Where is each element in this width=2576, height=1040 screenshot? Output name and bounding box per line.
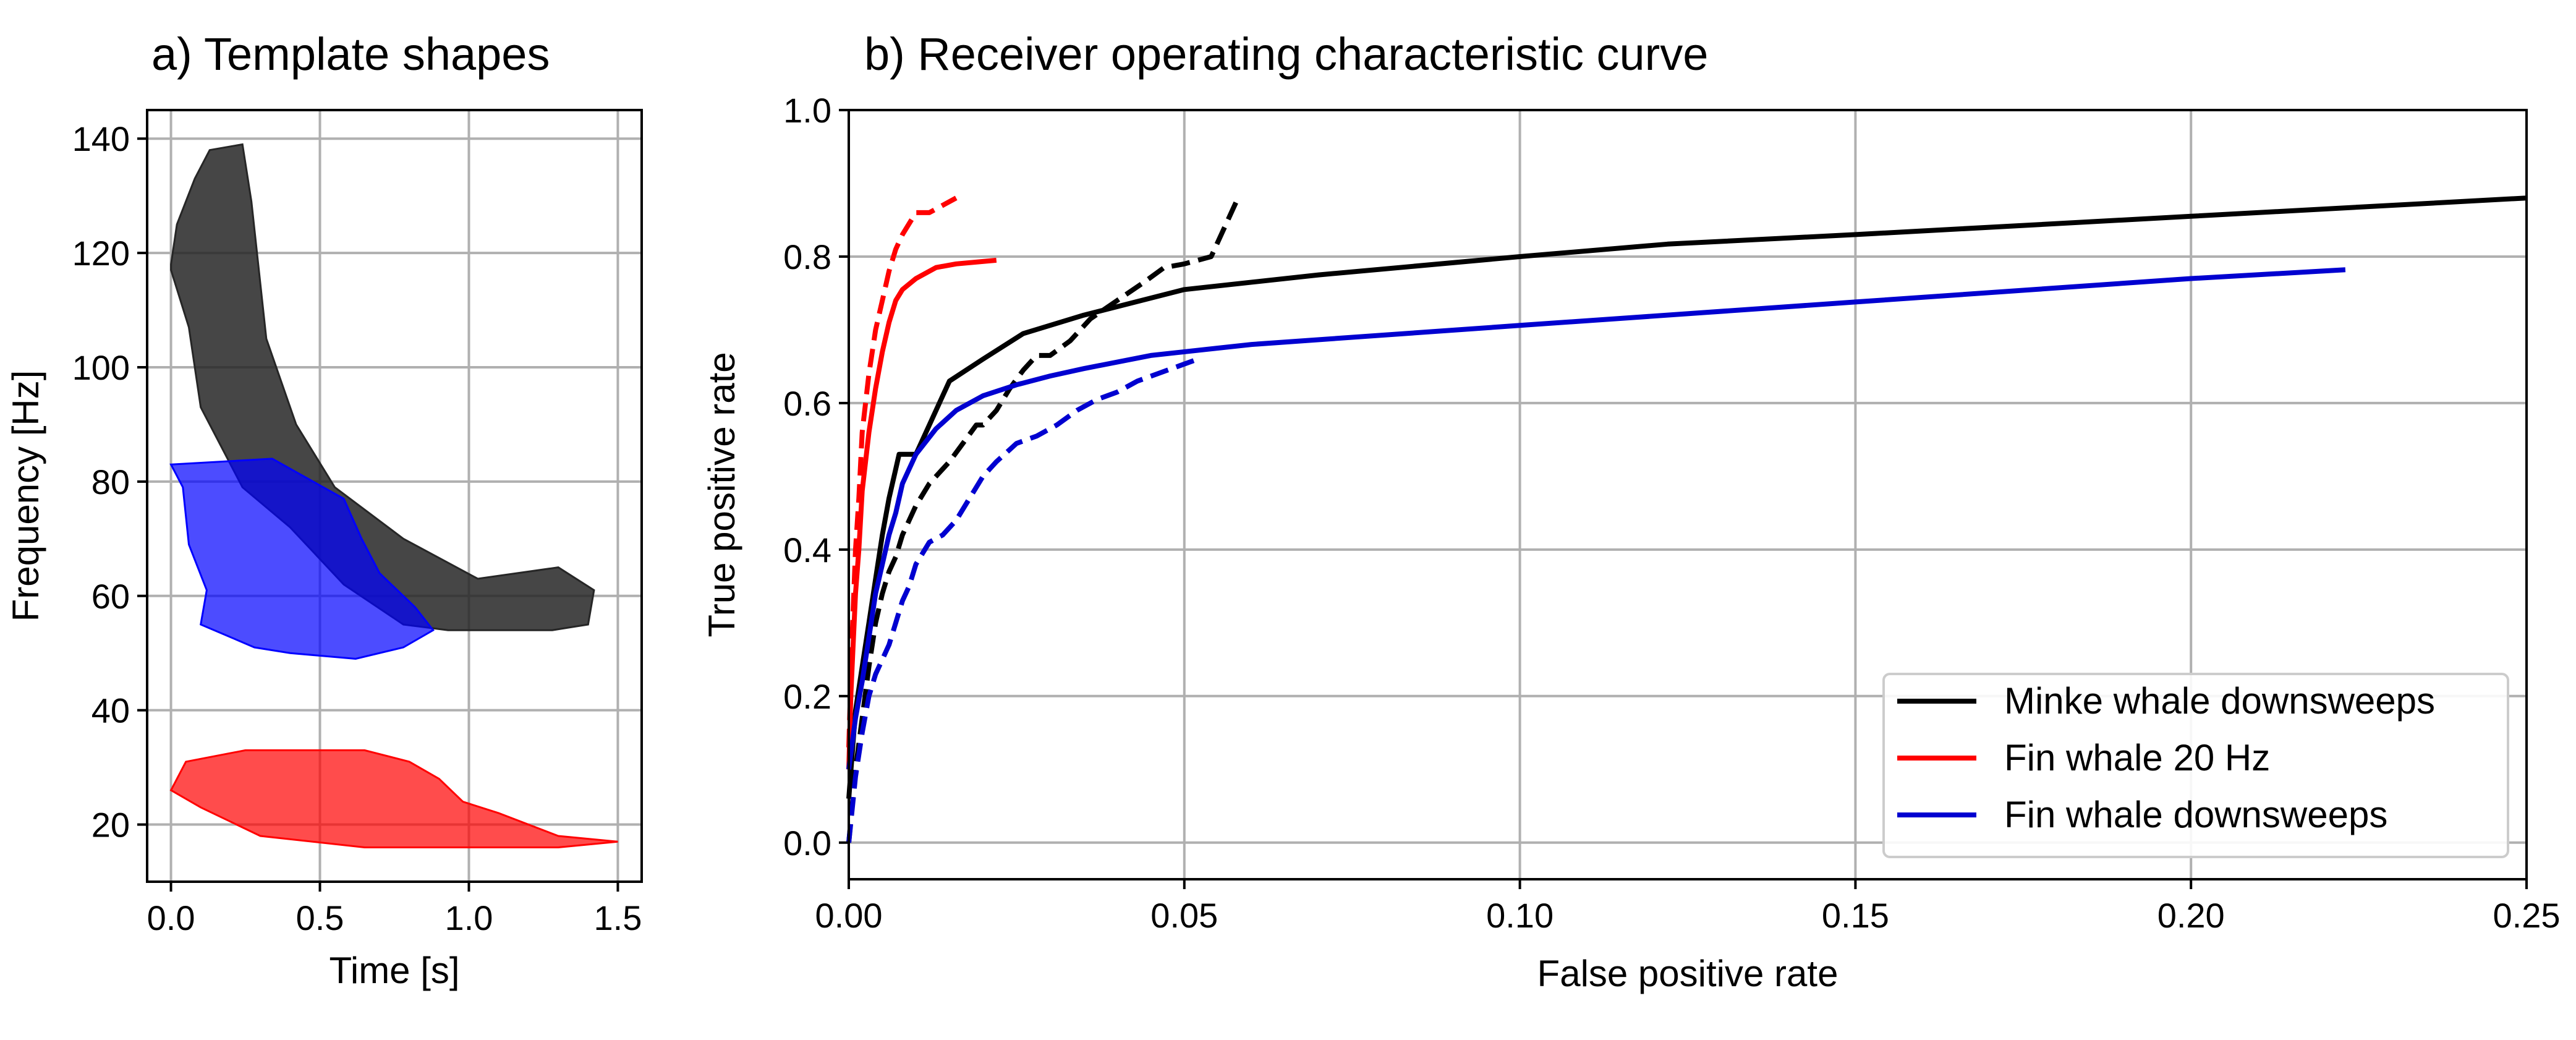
panel-a-ytick-label: 120 [72, 234, 130, 273]
panel-b-ytick-label: 0.0 [783, 824, 831, 863]
panel-b-xtick-label: 0.15 [1822, 896, 1889, 935]
panel-a-ytick-label: 100 [72, 348, 130, 387]
panel-a-shape-blue [169, 458, 435, 660]
panel-b-xtick-label: 0.00 [815, 896, 883, 935]
panel-b-ticks: 0.00 0.05 0.10 0.15 0.20 0.25 0.0 0.2 0.4 0.6 0.8 1… [783, 91, 2560, 935]
panel-a-title: a) Template shapes [151, 28, 550, 80]
panel-a-ytick-label: 20 [91, 806, 130, 845]
panel-a-template-shapes: a) Template shapes 0.0 0.5 1.0 1.5 20 40 60 80 1… [5, 28, 643, 991]
panel-a-frame [146, 109, 643, 883]
panel-b-series-line-4-solid [846, 267, 2346, 770]
panel-a-ylabel: Frequency [Hz] [5, 370, 46, 622]
panel-a-xlabel: Time [s] [329, 950, 459, 991]
panel-a-shape-red [169, 749, 618, 848]
legend-label: Fin whale 20 Hz [2004, 737, 2270, 778]
panel-b-roc-curve: b) Receiver operating characteristic cur… [701, 28, 2561, 994]
panel-a-xtick-label: 1.5 [594, 898, 642, 937]
legend-label: Minke whale downsweeps [2004, 680, 2435, 722]
panel-a-xtick-label: 1.0 [445, 898, 493, 937]
panel-b-ytick-label: 0.2 [783, 677, 831, 716]
panel-b-frame [848, 109, 2528, 880]
panel-a-ticks: 0.0 0.5 1.0 1.5 20 40 60 80 100 120 140 [72, 119, 642, 937]
panel-b-ytick-label: 0.6 [783, 384, 831, 423]
panel-b-series-line-1-dashed [846, 197, 1241, 843]
panel-a-ytick-label: 140 [72, 119, 130, 158]
panel-a-ytick-label: 60 [91, 577, 130, 616]
panel-a-shapes [169, 143, 618, 848]
panel-b-title: b) Receiver operating characteristic cur… [864, 28, 1708, 80]
panel-b-xlabel: False positive rate [1537, 953, 1838, 994]
legend-box [1882, 673, 2509, 858]
panel-b-xtick-label: 0.10 [1486, 896, 1554, 935]
panel-a-ytick-label: 80 [91, 462, 130, 501]
panel-b-lines [846, 195, 2527, 843]
panel-b-xtick-label: 0.25 [2493, 896, 2561, 935]
panel-b-ylabel: True positive rate [701, 352, 742, 637]
panel-b-legend: Minke whale downsweeps Fin whale 20 Hz Fin… [1882, 673, 2509, 858]
panel-a-xtick-label: 0.0 [147, 898, 195, 937]
legend-label: Fin whale downsweeps [2004, 794, 2387, 835]
panel-b-xtick-label: 0.20 [2157, 896, 2225, 935]
panel-a-xtick-label: 0.5 [296, 898, 344, 937]
panel-b-ytick-label: 0.4 [783, 531, 831, 569]
panel-b-ytick-label: 0.8 [783, 237, 831, 276]
panel-b-ytick-label: 1.0 [783, 91, 831, 130]
panel-b-series-line-5-dashed [846, 357, 1199, 843]
panel-b-xtick-label: 0.05 [1150, 896, 1218, 935]
panel-a-ytick-label: 40 [91, 691, 130, 730]
panel-b-series-line-3-dashed [846, 195, 958, 748]
